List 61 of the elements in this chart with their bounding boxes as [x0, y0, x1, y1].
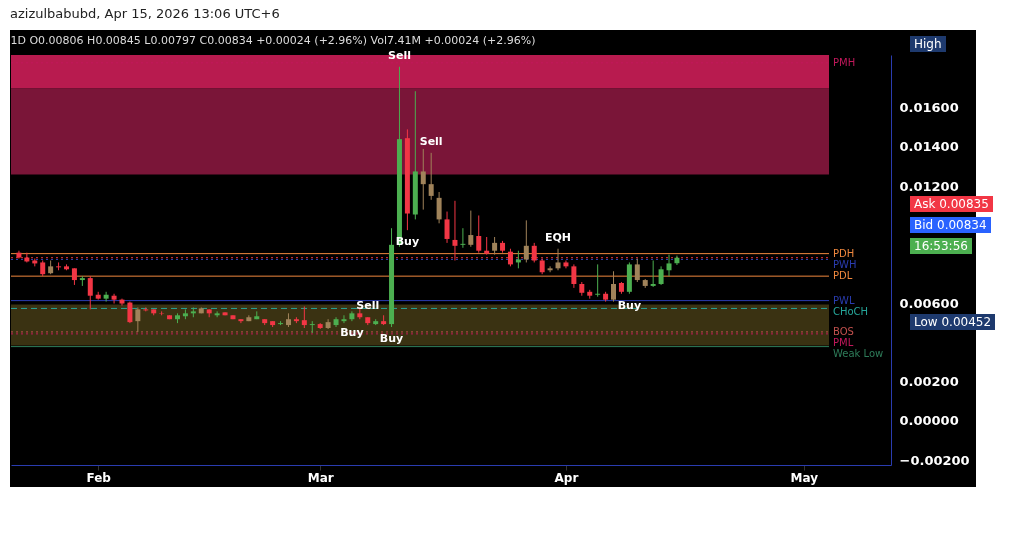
candlestick — [341, 314, 347, 324]
candlestick — [111, 293, 117, 305]
candlestick — [309, 320, 315, 334]
candlestick — [571, 263, 577, 289]
candlestick — [238, 318, 244, 324]
candlestick — [563, 259, 569, 269]
chart-title: 1D O0.00806 H0.00845 L0.00797 C0.00834 +0.00024 (+2.96%) Vol7.41M +0.00024 (+2.96%) — [10, 33, 536, 47]
x-tick-label: Mar — [307, 470, 334, 485]
ref-line-label: PWL — [833, 294, 855, 306]
candlestick — [595, 263, 601, 298]
text: 16:53:56 — [910, 238, 972, 254]
candlestick — [420, 148, 426, 211]
text: Low 0.00452 — [910, 314, 996, 330]
candlestick — [127, 301, 133, 324]
text: Ask 0.00835 — [910, 196, 993, 212]
annotation: Sell — [419, 134, 443, 148]
x-tick-label: May — [790, 470, 819, 485]
text: High — [910, 36, 946, 52]
candlestick — [135, 306, 141, 333]
candlestick — [650, 259, 656, 288]
candlestick — [103, 291, 109, 303]
y-tick-label: 0.00000 — [899, 413, 959, 429]
annotation: Buy — [340, 326, 364, 340]
x-tick-label: Feb — [86, 470, 112, 485]
annotation: Sell — [356, 299, 380, 313]
annotation: EQH — [544, 230, 572, 244]
chart-subtitle: azizulbabubd, Apr 15, 2026 13:06 UTC+6 — [9, 5, 281, 23]
y-tick-label: −0.00200 — [899, 452, 970, 468]
ref-line-label: PMH — [833, 56, 856, 68]
candlestick — [468, 210, 474, 248]
ref-line-label: PDH — [833, 247, 855, 259]
x-tick-label: Apr — [554, 470, 579, 485]
ref-line-label: CHoCH — [833, 305, 869, 317]
candlestick — [666, 254, 672, 277]
annotation: Buy — [617, 298, 642, 312]
ref-line-label: PML — [833, 336, 854, 348]
candlestick — [428, 152, 434, 201]
y-tick-label: 0.01400 — [899, 139, 959, 155]
candlestick — [214, 310, 220, 318]
ref-line-label: BOS — [833, 325, 854, 337]
ref-line-label: PDL — [833, 270, 853, 282]
candlestick — [547, 265, 553, 273]
ref-line-label: Weak Low — [833, 347, 884, 359]
y-tick-label: 0.01600 — [899, 100, 959, 116]
candlestick — [436, 191, 442, 224]
candlestick — [611, 270, 617, 303]
candlestick — [87, 275, 93, 310]
text: Bid 0.00834 — [910, 217, 991, 233]
y-tick-label: 0.01200 — [899, 178, 959, 194]
y-tick-label: 0.00200 — [899, 374, 959, 390]
ref-line-label: PWH — [833, 258, 857, 270]
candlestick — [634, 258, 640, 283]
candlestick — [301, 305, 307, 329]
candlestick — [460, 227, 466, 249]
candlestick — [444, 211, 450, 244]
candlestick — [523, 219, 529, 263]
candlestick — [658, 265, 664, 286]
candlestick — [476, 214, 482, 254]
annotation: Buy — [379, 332, 404, 346]
candlestick — [555, 248, 561, 271]
y-tick-label: 0.00600 — [899, 296, 959, 312]
